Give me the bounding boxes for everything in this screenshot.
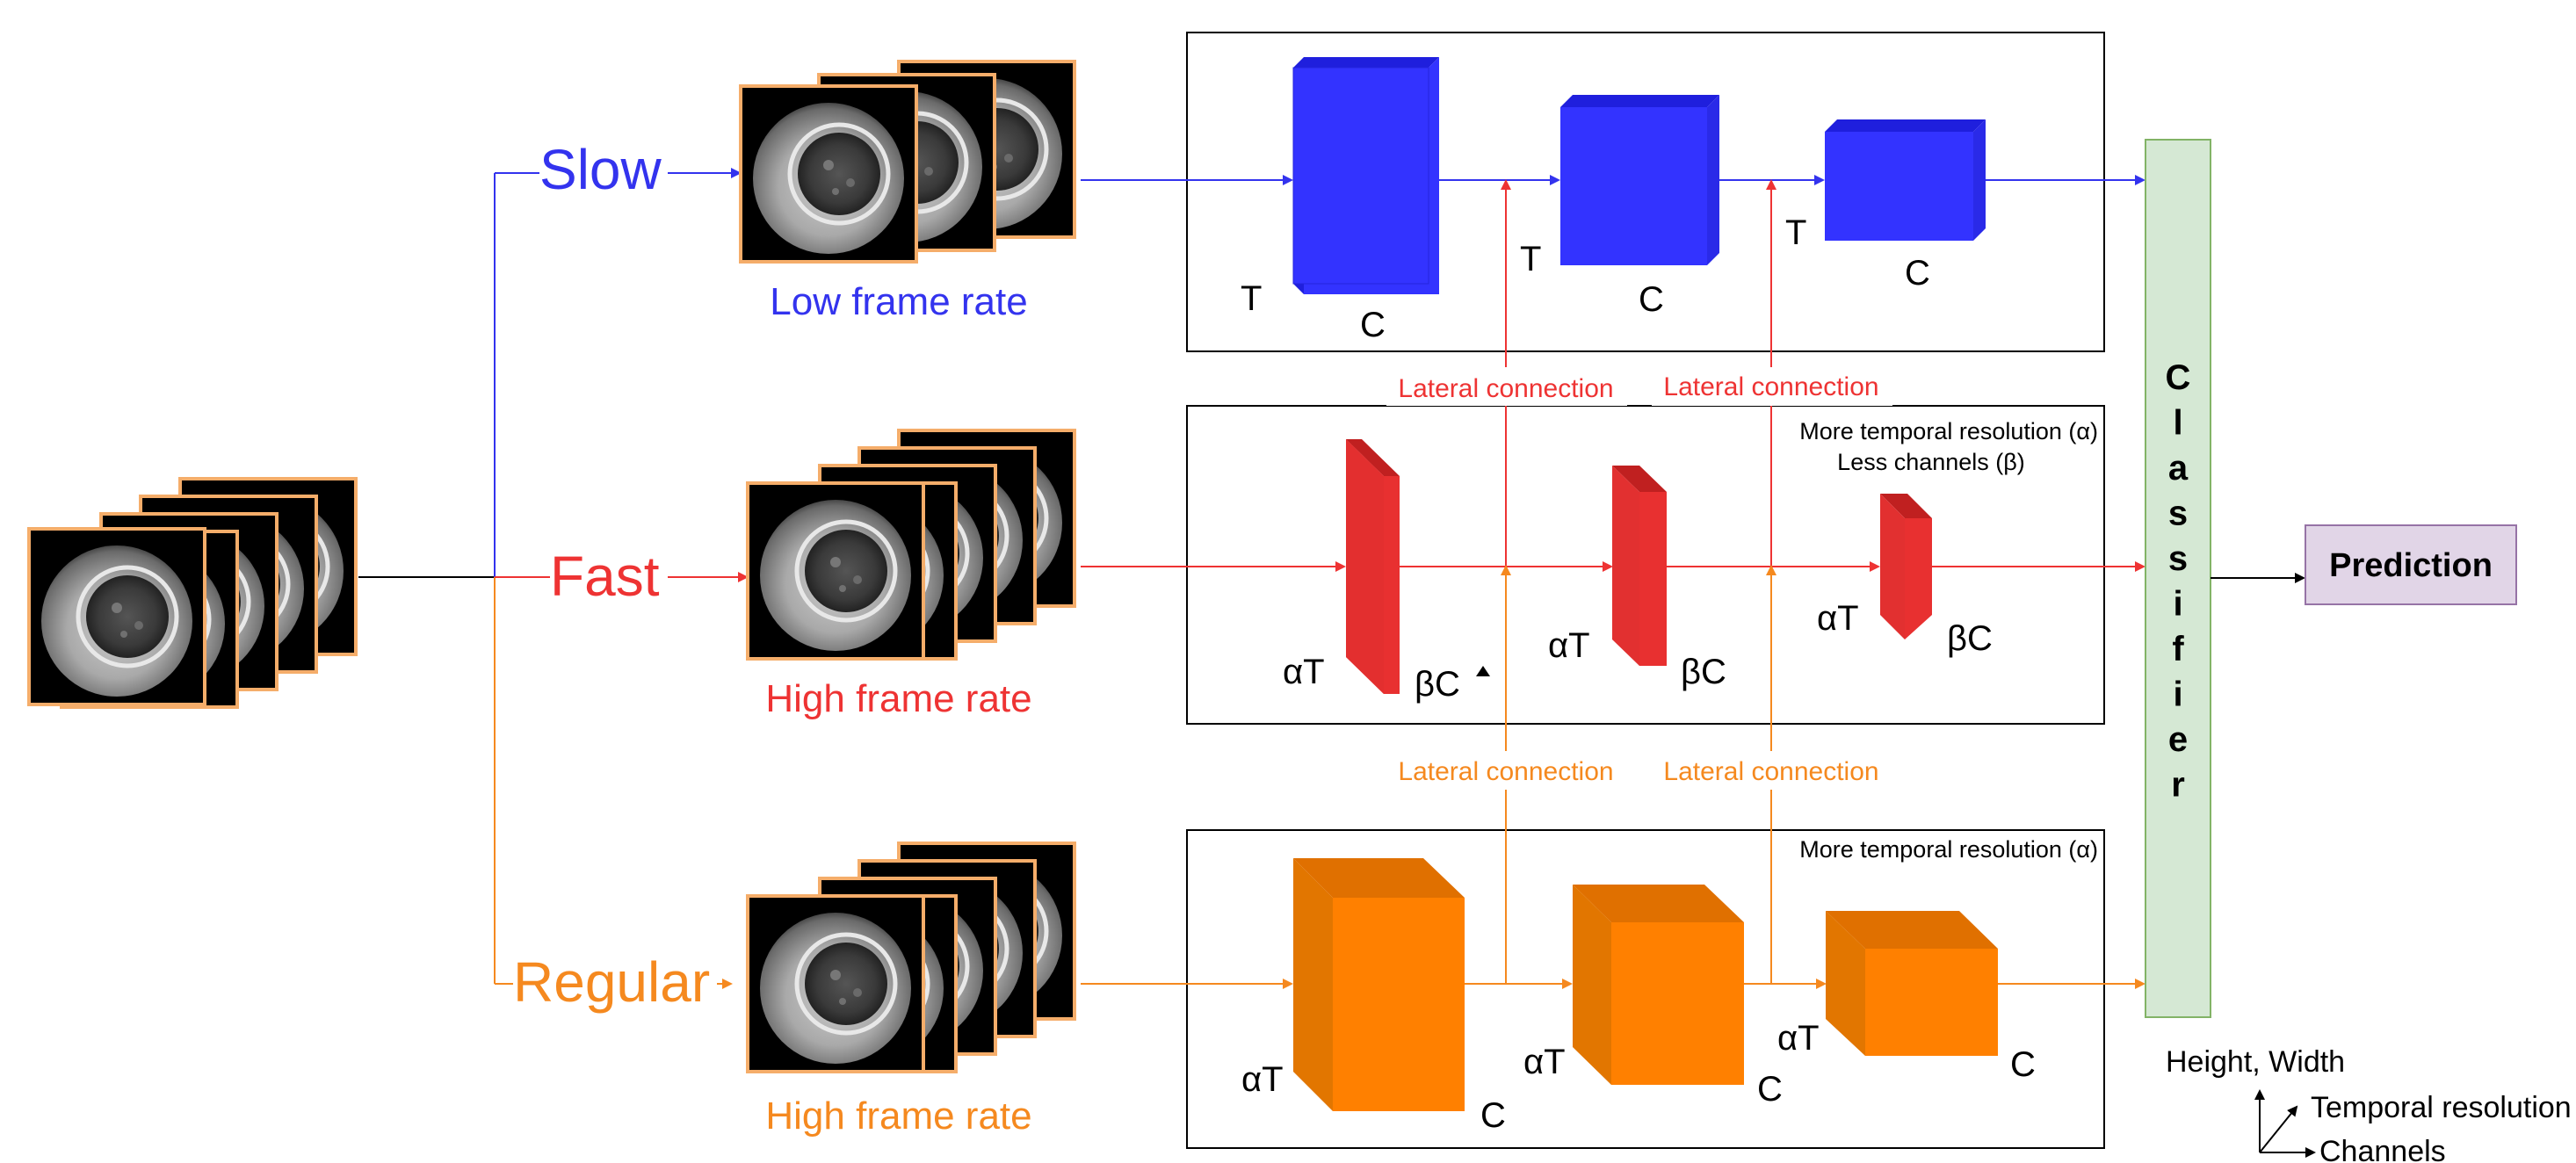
slow-block-3-t: T bbox=[1785, 213, 1806, 252]
fast-block-2-t: αT bbox=[1548, 626, 1590, 665]
classifier-letter: e bbox=[2168, 720, 2188, 759]
classifier-letter: a bbox=[2168, 449, 2189, 488]
classifier-letter: i bbox=[2173, 675, 2182, 714]
regular-frame-stack bbox=[748, 843, 1075, 1072]
fast-block-3-c: βC bbox=[1947, 619, 1993, 658]
prediction-label: Prediction bbox=[2329, 547, 2493, 584]
regular-block-1-c: C bbox=[1480, 1096, 1506, 1135]
regular-block-2 bbox=[1573, 885, 1744, 1085]
fast-block-2 bbox=[1612, 466, 1667, 666]
regular-label: Regular bbox=[513, 950, 710, 1014]
classifier-letter: s bbox=[2168, 539, 2188, 578]
slow-block-2 bbox=[1560, 95, 1719, 265]
classifier-letter: l bbox=[2173, 404, 2182, 443]
legend-temporal: Temporal resolution bbox=[2311, 1091, 2572, 1124]
slow-block-2-t: T bbox=[1520, 240, 1541, 278]
classifier-box bbox=[2145, 139, 2211, 1018]
fast-block-2-c: βC bbox=[1681, 653, 1726, 691]
classifier-letter: r bbox=[2171, 766, 2185, 805]
fast-pathway-panel bbox=[1186, 405, 2105, 725]
lateral-label-1: Lateral connection bbox=[1398, 374, 1613, 403]
regular-block-3-c: C bbox=[2010, 1045, 2036, 1084]
classifier-letter: s bbox=[2168, 495, 2188, 533]
cursor-icon bbox=[1476, 666, 1490, 676]
regular-block-2-c: C bbox=[1757, 1070, 1783, 1109]
regular-sublabel: High frame rate bbox=[765, 1094, 1031, 1138]
fast-note-line1: More temporal resolution (α) bbox=[1799, 418, 2098, 444]
prediction-box bbox=[2305, 524, 2517, 605]
regular-block-1 bbox=[1293, 858, 1465, 1111]
classifier-letter: C bbox=[2166, 358, 2191, 397]
classifier-letter: i bbox=[2173, 585, 2182, 624]
fast-block-1 bbox=[1346, 439, 1400, 694]
regular-note: More temporal resolution (α) bbox=[1799, 836, 2098, 863]
fast-block-1-c: βC bbox=[1415, 665, 1460, 704]
fast-block-3 bbox=[1880, 494, 1932, 639]
slow-sublabel: Low frame rate bbox=[770, 280, 1027, 323]
slow-block-3-c: C bbox=[1905, 254, 1930, 293]
slow-block-1-c: C bbox=[1360, 306, 1386, 344]
slow-block-2-c: C bbox=[1639, 280, 1664, 319]
regular-block-1-t: αT bbox=[1241, 1060, 1284, 1099]
fast-block-3-t: αT bbox=[1817, 599, 1859, 638]
regular-block-2-t: αT bbox=[1523, 1043, 1566, 1081]
lateral-label-2: Lateral connection bbox=[1663, 372, 1878, 401]
slow-frame-stack bbox=[741, 61, 1075, 262]
fast-label: Fast bbox=[550, 545, 660, 608]
regular-block-3-t: αT bbox=[1777, 1019, 1820, 1058]
slow-label: Slow bbox=[539, 138, 662, 201]
fast-frame-stack bbox=[748, 430, 1075, 659]
slow-pathway-panel bbox=[1186, 32, 2105, 352]
fast-block-1-t: αT bbox=[1283, 653, 1325, 691]
legend-height-width: Height, Width bbox=[2166, 1045, 2345, 1079]
regular-block-3 bbox=[1826, 911, 1998, 1056]
input-frame-stack bbox=[29, 479, 356, 707]
fast-note-line2: Less channels (β) bbox=[1837, 449, 2025, 475]
fast-sublabel: High frame rate bbox=[765, 677, 1031, 720]
slow-block-1-t: T bbox=[1241, 279, 1262, 318]
slow-block-1 bbox=[1292, 57, 1439, 294]
regular-pathway-panel bbox=[1186, 829, 2105, 1149]
legend-axis-temporal bbox=[2259, 1105, 2298, 1153]
lateral-label-4: Lateral connection bbox=[1663, 757, 1878, 786]
legend-channels: Channels bbox=[2319, 1135, 2446, 1163]
classifier-letter: f bbox=[2172, 630, 2184, 668]
slow-block-3 bbox=[1825, 119, 1986, 241]
lateral-label-3: Lateral connection bbox=[1398, 757, 1613, 786]
